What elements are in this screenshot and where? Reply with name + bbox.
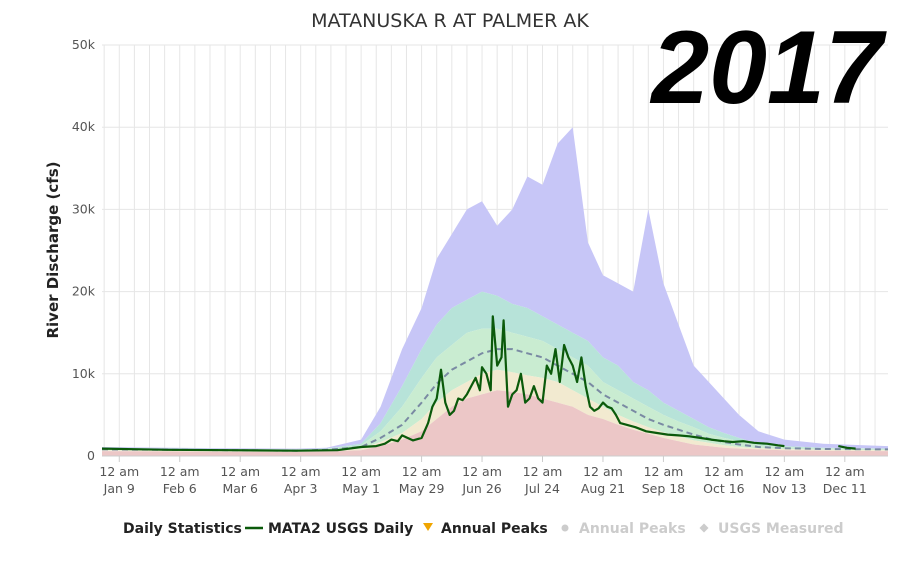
x-tick-label-date: Aug 21 [581,481,625,496]
x-tick-label-time: 12 am [644,464,684,479]
x-tick-label-date: May 1 [342,481,380,496]
legend-item-daily[interactable]: MATA2 USGS Daily [245,521,413,537]
max-band [102,127,888,450]
x-tick-label-date: Jan 9 [103,481,135,496]
legend-label-annual-peaks: Annual Peaks [441,521,548,537]
series-lines [101,315,889,452]
legend-title: Daily Statistics [123,521,242,537]
y-tick-label: 10k [72,366,96,381]
legend-label-daily: MATA2 USGS Daily [268,521,413,537]
x-tick-label-date: Dec 11 [823,481,867,496]
legend: Daily Statistics MATA2 USGS Daily Annual… [123,521,844,537]
y-tick-label: 0 [87,448,95,463]
p90-band [102,291,888,450]
legend-item-annual-peaks[interactable]: Annual Peaks [423,521,548,537]
x-tick-label-time: 12 am [764,464,804,479]
triangle-down-icon [423,523,433,531]
x-tick-label-time: 12 am [341,464,381,479]
x-tick-label-date: Jun 26 [461,481,501,496]
legend-item-annual-peaks-hidden[interactable]: Annual Peaks [561,521,686,537]
legend-label-usgs-measured: USGS Measured [718,521,844,537]
x-tick-label-time: 12 am [523,464,563,479]
legend-label-annual-peaks-hidden: Annual Peaks [579,521,686,537]
x-tick-label-date: Sep 18 [642,481,685,496]
x-tick-label-time: 12 am [99,464,139,479]
legend-item-usgs-measured[interactable]: USGS Measured [699,521,844,537]
diamond-icon [699,523,709,533]
x-tick-label-time: 12 am [220,464,260,479]
x-tick-label-time: 12 am [583,464,623,479]
chart-title: MATANUSKA R AT PALMER AK [311,10,589,32]
x-tick-label-time: 12 am [825,464,865,479]
p25-band [102,369,888,452]
p10-band [102,390,888,456]
y-tick-label: 50k [72,37,96,52]
x-tick-label-date: May 29 [399,481,445,496]
daily-discharge-line[interactable] [101,315,856,452]
x-tick-label-date: Apr 3 [284,481,318,496]
year-label: 2017 [649,10,887,126]
x-tick-label-time: 12 am [160,464,200,479]
x-tick-label-date: Jul 24 [524,481,560,496]
x-tick-label-date: Feb 6 [163,481,197,496]
x-tick-label-time: 12 am [462,464,502,479]
x-tick-label-time: 12 am [281,464,321,479]
x-tick-label-date: Mar 6 [222,481,258,496]
x-tick-label-time: 12 am [402,464,442,479]
y-tick-label: 40k [72,119,96,134]
y-tick-label: 20k [72,284,96,299]
circle-icon [561,524,569,532]
x-tick-label-date: Nov 13 [762,481,806,496]
axes: 0 10k 20k 30k 40k 50k 12 am Jan 9 12 am Feb 6 12 a… [72,37,888,496]
x-tick-label-date: Oct 16 [703,481,745,496]
y-tick-label: 30k [72,201,96,216]
x-tick-label-time: 12 am [704,464,744,479]
y-axis-title: River Discharge (cfs) [44,161,62,338]
